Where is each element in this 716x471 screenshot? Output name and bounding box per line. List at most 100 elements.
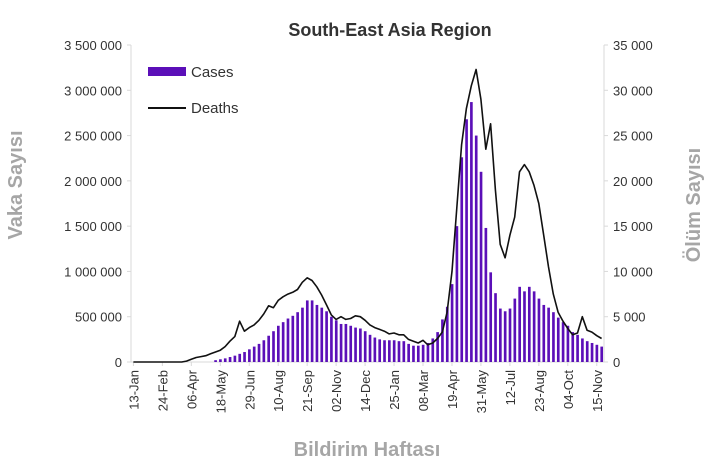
cases-bar: [556, 317, 560, 362]
x-tick-label: 21-Sep: [300, 370, 315, 412]
y-tick-label: 1 000 000: [64, 264, 122, 279]
cases-bar: [267, 335, 271, 362]
cases-bar: [566, 325, 570, 362]
cases-bar: [402, 341, 406, 362]
cases-bar: [228, 357, 232, 362]
cases-bar: [523, 291, 526, 362]
cases-bar: [363, 331, 367, 362]
cases-bar: [315, 304, 319, 362]
cases-bar: [368, 334, 372, 362]
cases-bar: [339, 323, 343, 362]
x-tick-label: 04-Oct: [561, 370, 576, 409]
legend-cases-swatch: [148, 67, 186, 76]
cases-bar: [470, 102, 473, 362]
legend-deaths-label: Deaths: [191, 100, 239, 117]
x-tick-label: 08-Mar: [416, 369, 431, 411]
cases-bar: [397, 341, 401, 362]
cases-bar: [542, 304, 546, 362]
y-tick-label: 500 000: [75, 310, 122, 325]
cases-bar: [291, 315, 295, 362]
cases-bar: [508, 308, 512, 362]
cases-bar: [581, 338, 584, 362]
legend: Cases Deaths: [148, 64, 239, 117]
cases-bar: [479, 171, 483, 362]
cases-bar: [257, 343, 261, 362]
y2-tick-label: 15 000: [613, 219, 653, 234]
cases-bar: [330, 316, 333, 362]
cases-bar: [373, 337, 377, 362]
cases-bar: [407, 343, 410, 362]
chart-title: South-East Asia Region: [288, 20, 491, 40]
x-tick-label: 06-Apr: [184, 369, 199, 409]
cases-bar: [359, 328, 362, 362]
cases-bar: [503, 311, 507, 362]
cases-bar: [527, 286, 531, 362]
cases-bar: [243, 352, 246, 362]
cases-bar: [460, 157, 464, 362]
y-tick-label: 3 500 000: [64, 38, 122, 53]
cases-bar: [334, 320, 338, 362]
cases-bar: [344, 323, 348, 362]
y-tick-label: 0: [115, 355, 122, 370]
cases-bar: [320, 307, 324, 362]
cases-bar: [388, 340, 391, 362]
x-tick-label: 19-Apr: [445, 369, 460, 409]
cases-bar: [252, 346, 256, 362]
cases-bar: [595, 344, 599, 362]
cases-bar: [383, 340, 386, 362]
x-tick-label: 15-Nov: [590, 370, 605, 412]
cases-bar: [450, 284, 454, 362]
cases-bar: [412, 345, 415, 362]
cases-bar: [281, 322, 285, 362]
cases-bar: [214, 360, 217, 362]
cases-bar: [561, 322, 565, 362]
cases-bar: [219, 359, 222, 362]
y-axis-label: Vaka Sayısı: [5, 131, 27, 240]
cases-bar: [494, 293, 497, 362]
cases-bar: [547, 307, 550, 362]
cases-bar: [392, 340, 396, 362]
cases-bar: [301, 307, 304, 362]
cases-bar: [272, 331, 275, 362]
x-tick-label: 24-Feb: [155, 370, 170, 411]
cases-bar: [499, 308, 502, 362]
cases-bar: [248, 349, 251, 362]
cases-bar: [431, 338, 435, 362]
cases-bar: [277, 325, 280, 362]
y2-tick-label: 0: [613, 355, 620, 370]
cases-bar: [416, 345, 420, 362]
cases-bar: [537, 298, 541, 362]
x-tick-label: 02-Nov: [329, 370, 344, 412]
cases-bar: [426, 342, 430, 362]
cases-bar: [484, 227, 488, 362]
x-tick-label: 31-May: [474, 370, 489, 414]
cases-bar: [354, 327, 357, 362]
x-tick-label: 29-Jun: [242, 370, 257, 410]
cases-bar: [305, 300, 309, 362]
y2-tick-label: 35 000: [613, 38, 653, 53]
cases-bar: [585, 341, 589, 362]
cases-bar: [455, 226, 459, 362]
x-tick-label: 25-Jan: [387, 370, 402, 410]
y2-tick-label: 25 000: [613, 129, 653, 144]
cases-bar: [474, 135, 478, 362]
x-axis-label: Bildirim Haftası: [294, 439, 441, 461]
cases-bar: [262, 340, 266, 362]
y-tick-label: 2 500 000: [64, 129, 122, 144]
cases-bar: [325, 311, 328, 362]
cases-bar: [238, 353, 242, 362]
cases-bar: [441, 319, 444, 362]
x-tick-label: 18-May: [213, 370, 228, 414]
y-tick-label: 1 500 000: [64, 219, 122, 234]
cases-bar: [600, 346, 604, 362]
x-tick-label: 23-Aug: [532, 370, 547, 412]
y2-tick-label: 20 000: [613, 174, 653, 189]
x-tick-label: 13-Jan: [126, 370, 141, 410]
cases-bar: [436, 332, 439, 362]
cases-bar: [378, 339, 382, 362]
legend-cases-label: Cases: [191, 64, 234, 81]
cases-bar: [590, 342, 594, 362]
cases-bar: [223, 358, 227, 362]
